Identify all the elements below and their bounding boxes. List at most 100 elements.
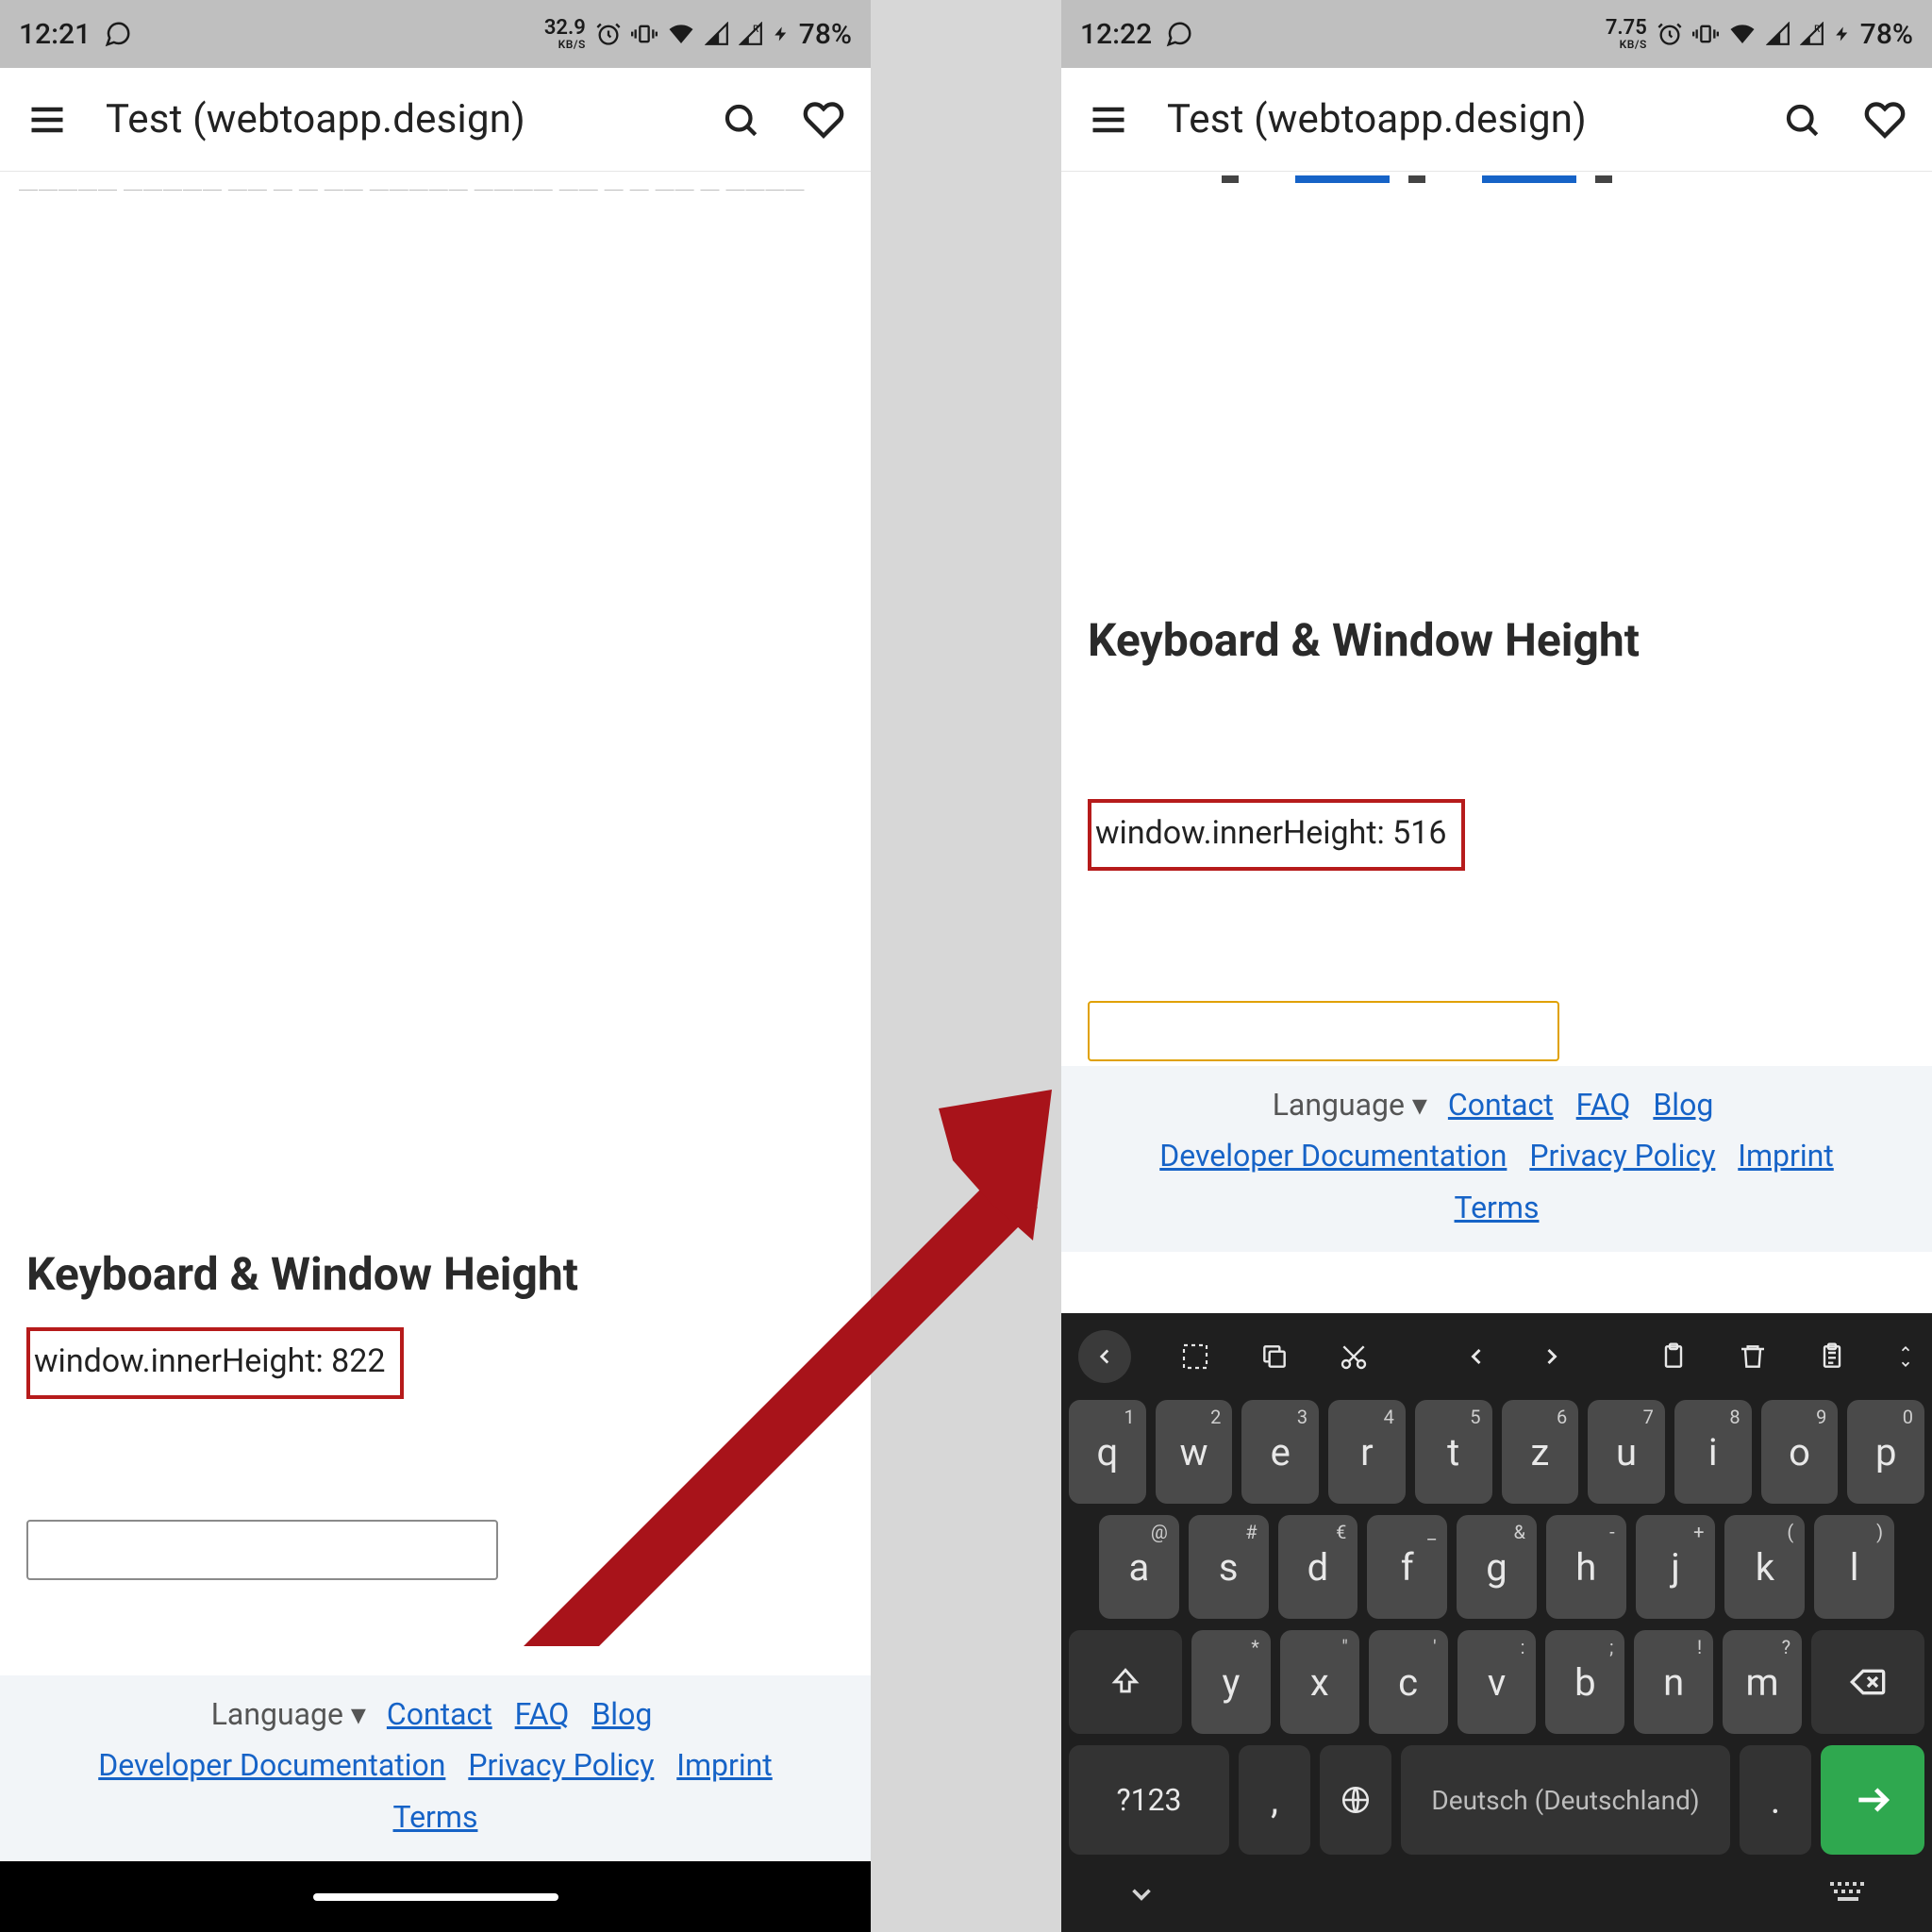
cutoff-text: ▬▬▬▬▬ ▬▬▬▬▬ ▬▬ ▬ ▬ ▬▬ ▬▬▬▬▬ ▬▬▬▬ ▬▬ ▬ ▬ … <box>19 177 852 191</box>
android-nav-bar[interactable] <box>0 1861 871 1932</box>
key-g[interactable]: g& <box>1457 1515 1537 1619</box>
favorite-icon[interactable] <box>799 95 848 144</box>
alarm-icon <box>1657 21 1683 47</box>
status-clock: 12:22 <box>1080 18 1152 51</box>
period-key[interactable]: . <box>1740 1745 1811 1855</box>
key-e[interactable]: e3 <box>1241 1400 1319 1504</box>
soft-keyboard: q1w2e3r4t5z6u7i8o9p0 a@s#d€f_g&h-j+k(l) … <box>1061 1313 1932 1932</box>
key-n[interactable]: n! <box>1634 1630 1713 1734</box>
inner-height-readout: window.innerHeight: 516 <box>1088 799 1465 871</box>
symbols-key[interactable]: ?123 <box>1069 1745 1229 1855</box>
kbd-prev-icon[interactable] <box>1463 1343 1490 1370</box>
key-j[interactable]: j+ <box>1636 1515 1716 1619</box>
key-a[interactable]: a@ <box>1099 1515 1179 1619</box>
footer-link-privacy[interactable]: Privacy Policy <box>1529 1138 1715 1174</box>
status-bar: 12:21 32.9 KB/S R 78% <box>0 0 871 68</box>
vibrate-icon <box>631 21 658 47</box>
signal-1-icon <box>1766 22 1790 46</box>
keyboard-grid-icon[interactable] <box>1830 1882 1868 1907</box>
vibrate-icon <box>1692 21 1719 47</box>
keyboard-handle-bar <box>1069 1866 1924 1923</box>
enter-key[interactable] <box>1821 1745 1924 1855</box>
key-w[interactable]: w2 <box>1156 1400 1233 1504</box>
kbd-next-icon[interactable] <box>1539 1343 1565 1370</box>
space-key[interactable]: Deutsch (Deutschland) <box>1401 1745 1730 1855</box>
language-dropdown[interactable]: Language <box>211 1696 366 1732</box>
search-icon[interactable] <box>1777 95 1826 144</box>
kbd-back-icon[interactable] <box>1078 1330 1131 1383</box>
key-c[interactable]: c' <box>1369 1630 1448 1734</box>
collapse-keyboard-icon[interactable] <box>1125 1878 1158 1910</box>
key-v[interactable]: v: <box>1457 1630 1537 1734</box>
key-m[interactable]: m? <box>1723 1630 1802 1734</box>
footer-link-devdocs[interactable]: Developer Documentation <box>98 1747 445 1783</box>
page-footer: Language Contact FAQ Blog Developer Docu… <box>0 1675 871 1861</box>
footer-link-blog[interactable]: Blog <box>1653 1087 1713 1123</box>
footer-link-devdocs[interactable]: Developer Documentation <box>1159 1138 1507 1174</box>
kbd-clipboard-icon[interactable] <box>1817 1341 1847 1372</box>
text-input[interactable] <box>26 1520 498 1580</box>
kbd-cut-icon[interactable] <box>1339 1341 1369 1372</box>
kbd-copy-icon[interactable] <box>1259 1341 1290 1372</box>
footer-link-faq[interactable]: FAQ <box>1576 1087 1631 1123</box>
search-icon[interactable] <box>716 95 765 144</box>
key-o[interactable]: o9 <box>1761 1400 1839 1504</box>
footer-link-blog[interactable]: Blog <box>591 1696 652 1732</box>
kbd-swap-icon[interactable] <box>1896 1342 1915 1371</box>
key-q[interactable]: q1 <box>1069 1400 1146 1504</box>
keyboard-toolbar <box>1069 1313 1924 1400</box>
wifi-icon <box>1728 20 1757 48</box>
key-i[interactable]: i8 <box>1674 1400 1752 1504</box>
key-x[interactable]: x" <box>1280 1630 1359 1734</box>
wifi-icon <box>667 20 695 48</box>
footer-link-contact[interactable]: Contact <box>1448 1087 1554 1123</box>
key-u[interactable]: u7 <box>1588 1400 1665 1504</box>
key-y[interactable]: y* <box>1191 1630 1271 1734</box>
hamburger-icon[interactable] <box>23 95 72 144</box>
footer-link-terms[interactable]: Terms <box>393 1799 478 1835</box>
hamburger-icon[interactable] <box>1084 95 1133 144</box>
network-speed: 7.75 KB/S <box>1606 18 1647 50</box>
key-r[interactable]: r4 <box>1328 1400 1406 1504</box>
key-k[interactable]: k( <box>1724 1515 1805 1619</box>
key-d[interactable]: d€ <box>1278 1515 1358 1619</box>
screenshot-left: 12:21 32.9 KB/S R 78% Test (webtoapp.des… <box>0 0 871 1932</box>
backspace-key[interactable] <box>1811 1630 1924 1734</box>
app-title: Test (webtoapp.design) <box>106 96 682 142</box>
footer-link-terms[interactable]: Terms <box>1455 1190 1540 1225</box>
battery-text: 78% <box>1860 18 1913 51</box>
key-f[interactable]: f_ <box>1367 1515 1447 1619</box>
app-bar: Test (webtoapp.design) <box>0 68 871 172</box>
network-speed: 32.9 KB/S <box>544 18 586 50</box>
key-t[interactable]: t5 <box>1415 1400 1492 1504</box>
page-footer: Language Contact FAQ Blog Developer Docu… <box>1061 1066 1932 1252</box>
footer-link-contact[interactable]: Contact <box>387 1696 492 1732</box>
footer-link-privacy[interactable]: Privacy Policy <box>468 1747 654 1783</box>
comma-key[interactable]: , <box>1239 1745 1310 1855</box>
shift-key[interactable] <box>1069 1630 1182 1734</box>
status-clock: 12:21 <box>19 18 91 51</box>
signal-1-icon <box>705 22 729 46</box>
footer-link-imprint[interactable]: Imprint <box>676 1747 773 1783</box>
favorite-icon[interactable] <box>1860 95 1909 144</box>
kbd-select-all-icon[interactable] <box>1180 1341 1210 1372</box>
language-key[interactable] <box>1320 1745 1391 1855</box>
section-heading: Keyboard & Window Height <box>0 1247 871 1301</box>
key-l[interactable]: l) <box>1814 1515 1894 1619</box>
key-h[interactable]: h- <box>1546 1515 1626 1619</box>
key-b[interactable]: b; <box>1545 1630 1624 1734</box>
kbd-paste-icon[interactable] <box>1658 1341 1689 1372</box>
footer-link-faq[interactable]: FAQ <box>515 1696 570 1732</box>
screenshot-right: 12:22 7.75 KB/S R 78% Test (webtoapp.des… <box>1061 0 1932 1932</box>
battery-text: 78% <box>799 18 852 51</box>
text-input-focused[interactable] <box>1088 1001 1559 1061</box>
status-bar: 12:22 7.75 KB/S R 78% <box>1061 0 1932 68</box>
kbd-delete-icon[interactable] <box>1738 1341 1768 1372</box>
language-dropdown[interactable]: Language <box>1273 1087 1427 1123</box>
key-z[interactable]: z6 <box>1502 1400 1579 1504</box>
key-p[interactable]: p0 <box>1847 1400 1924 1504</box>
inner-height-readout: window.innerHeight: 822 <box>26 1327 404 1399</box>
footer-link-imprint[interactable]: Imprint <box>1738 1138 1834 1174</box>
charging-icon <box>773 21 790 47</box>
key-s[interactable]: s# <box>1189 1515 1269 1619</box>
